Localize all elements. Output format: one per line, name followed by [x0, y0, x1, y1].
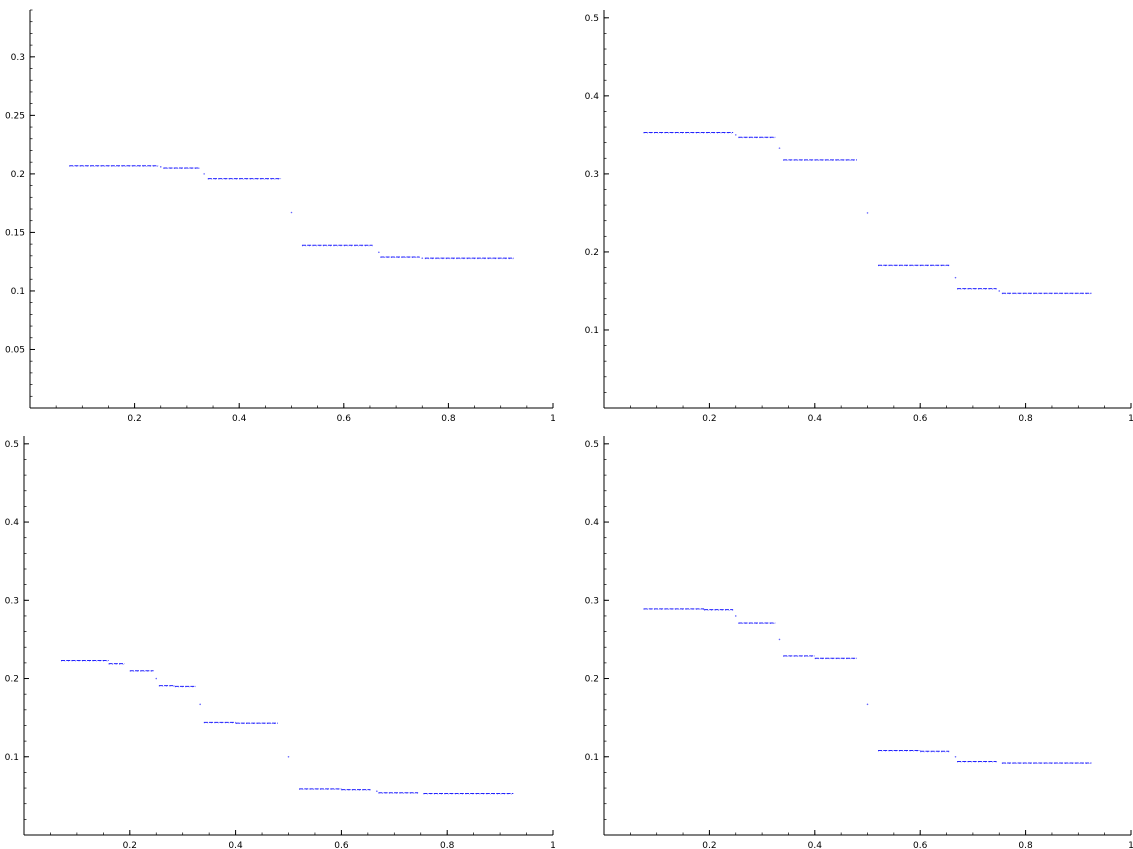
data-segment	[1001, 292, 1092, 295]
y-tick-label: 0.2	[585, 675, 599, 685]
data-segment	[424, 257, 514, 260]
data-point	[866, 212, 869, 214]
data-segment	[341, 789, 371, 791]
data-point	[866, 703, 869, 706]
y-tick-label: 0.5	[585, 14, 599, 24]
chart-panel-3: 0.2 0.4 0.6 0.8 1 0.1 0.2 0.3 0.4 0.5	[5, 436, 556, 849]
data-segment	[129, 670, 154, 672]
data-point	[421, 257, 424, 259]
data-segment	[158, 685, 175, 687]
data-segment	[957, 288, 997, 290]
data-segment	[203, 721, 236, 724]
data-point	[159, 166, 162, 168]
x-tick-label: 1	[1128, 841, 1133, 849]
x-tick-label: 0.8	[1018, 841, 1033, 849]
data-segment	[163, 167, 200, 169]
y-tick-label: 0.3	[5, 596, 19, 606]
data-point	[203, 173, 205, 175]
x-tick-label: 0.8	[440, 841, 455, 849]
x-tick-label: 0.6	[337, 414, 352, 424]
y-tick-label: 0.5	[585, 440, 599, 450]
data-point	[998, 290, 1001, 292]
data-segment	[738, 136, 776, 139]
y-tick-label: 0.1	[585, 753, 599, 763]
data-segment	[299, 788, 342, 790]
data-point	[376, 790, 378, 792]
y-tick-label: 0.4	[585, 518, 600, 528]
y-tick-label: 0.5	[5, 440, 19, 450]
x-tick-label: 0.8	[1018, 414, 1033, 424]
data-segment	[378, 792, 419, 794]
data-point	[778, 147, 781, 149]
chart-panel-2: 0.2 0.4 0.6 0.8 1 0.1 0.2 0.3 0.4 0.5	[585, 10, 1133, 424]
data-segment	[643, 132, 734, 134]
data-segment	[783, 159, 857, 161]
x-tick-label: 0.2	[127, 414, 141, 424]
data-point	[199, 703, 201, 706]
y-tick-label: 0.3	[585, 596, 599, 606]
x-tick-label: 0.6	[913, 841, 928, 849]
data-segment	[108, 663, 125, 665]
y-tick-label: 0.2	[11, 170, 25, 180]
x-tick-label: 1	[550, 414, 556, 424]
x-tick-label: 0.2	[123, 841, 137, 849]
data-segment	[207, 178, 282, 180]
y-tick-label: 0.1	[11, 287, 25, 297]
data-segment	[920, 750, 950, 753]
y-tick-label: 0.05	[5, 345, 25, 355]
x-tick-label: 0.4	[808, 414, 823, 424]
y-tick-label: 0.4	[585, 92, 600, 102]
chart-panel-4: 0.2 0.4 0.6 0.8 1 0.1 0.2 0.3 0.4 0.5	[585, 436, 1133, 849]
x-tick-label: 0.2	[702, 841, 716, 849]
data-point	[734, 134, 737, 136]
data-segment	[738, 622, 776, 624]
x-tick-label: 1	[550, 841, 556, 849]
data-segment	[380, 256, 420, 258]
x-tick-label: 0.4	[808, 841, 823, 849]
x-tick-label: 0.6	[913, 414, 928, 424]
y-tick-label: 0.4	[5, 518, 20, 528]
x-tick-label: 0.6	[334, 841, 349, 849]
data-segment	[783, 655, 815, 657]
data-segment	[174, 685, 196, 688]
y-tick-label: 0.1	[5, 753, 19, 763]
x-tick-label: 1	[1128, 414, 1133, 424]
y-tick-label: 0.1	[585, 326, 599, 336]
y-tick-label: 0.3	[585, 170, 599, 180]
data-segment	[423, 793, 514, 795]
data-segment	[235, 722, 278, 725]
data-point	[778, 638, 781, 641]
y-tick-label: 0.2	[5, 675, 19, 685]
data-point	[954, 276, 957, 279]
data-segment	[957, 760, 997, 763]
data-segment	[301, 244, 373, 247]
data-segment	[704, 609, 734, 611]
x-tick-label: 0.8	[441, 414, 456, 424]
data-segment	[814, 657, 857, 660]
y-tick-label: 0.2	[585, 248, 599, 258]
y-tick-label: 0.25	[5, 111, 25, 121]
data-point	[378, 251, 380, 254]
data-point	[155, 677, 158, 680]
data-point	[287, 755, 290, 758]
data-segment	[643, 608, 705, 610]
data-segment	[69, 165, 159, 167]
chart-panel-1: 0.2 0.4 0.6 0.8 1 0.05 0.1 0.15 0.2 0.25 0.3	[5, 9, 556, 424]
data-segment	[878, 750, 921, 752]
data-point	[290, 211, 293, 214]
x-tick-label: 0.4	[228, 841, 243, 849]
x-tick-label: 0.2	[702, 414, 716, 424]
x-tick-label: 0.4	[232, 414, 247, 424]
data-point	[734, 615, 737, 617]
data-point	[954, 755, 957, 758]
data-segment	[61, 660, 109, 662]
data-segment	[1001, 762, 1092, 764]
y-tick-label: 0.15	[5, 228, 25, 238]
y-tick-label: 0.3	[11, 53, 25, 63]
data-segment	[878, 264, 950, 267]
